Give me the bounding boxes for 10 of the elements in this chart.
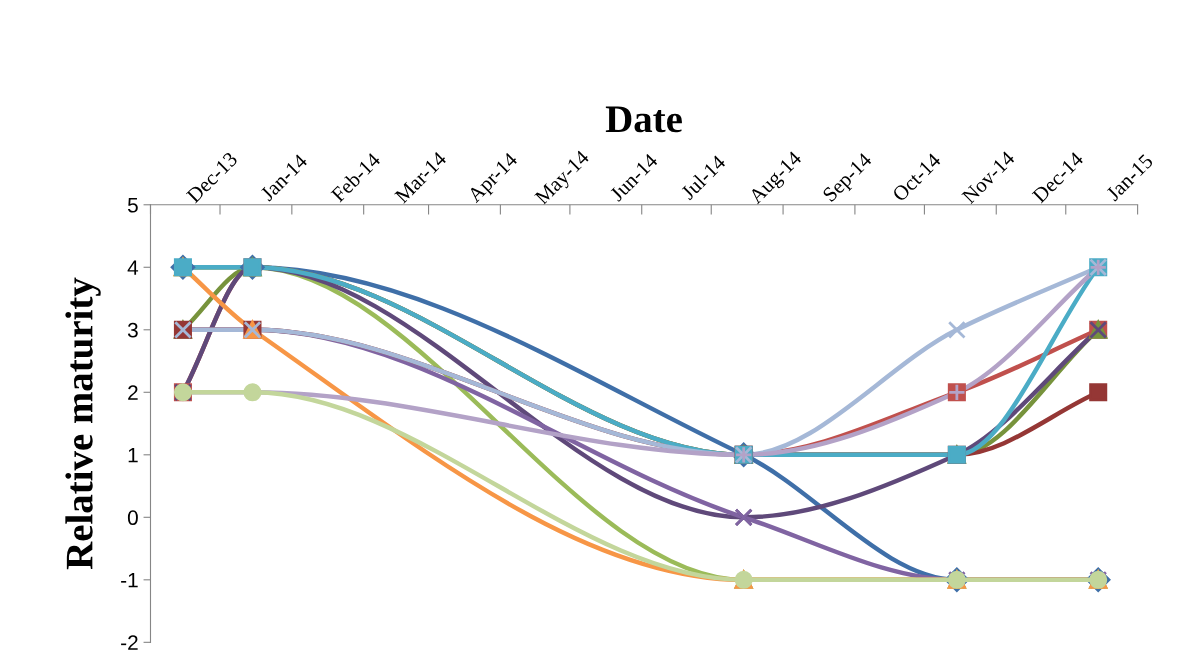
x-axis-title: Date bbox=[605, 106, 682, 133]
y-tick-label: 2 bbox=[128, 385, 138, 400]
y-tick-label: -1 bbox=[121, 573, 138, 588]
y-tick-label: -2 bbox=[121, 635, 138, 650]
y-axis-title: Relative maturity bbox=[65, 277, 101, 570]
y-tick-label: 3 bbox=[127, 322, 138, 338]
y-tick-label: 4 bbox=[127, 260, 139, 275]
y-tick-label: 5 bbox=[127, 197, 138, 213]
y-tick-label: 1 bbox=[128, 448, 138, 463]
y-tick-label: 0 bbox=[127, 510, 138, 526]
